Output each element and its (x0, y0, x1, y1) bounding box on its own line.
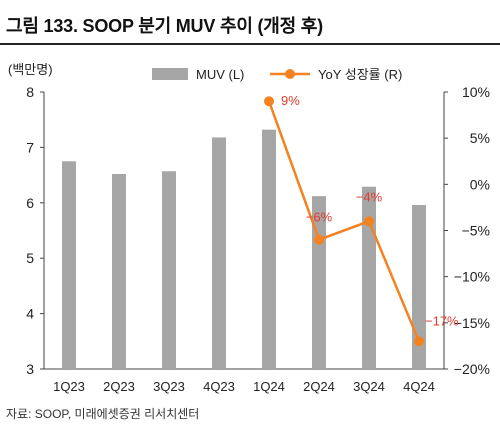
yoy-point-1q24 (264, 96, 274, 107)
x-tick-label: 3Q23 (153, 379, 185, 394)
yoy-data-label: −6% (306, 210, 333, 225)
source-note: 자료: SOOP, 미래에셋증권 리서치센터 (6, 407, 200, 421)
yoy-data-label: 9% (281, 93, 300, 108)
right-axis-tick-label: −5% (462, 223, 490, 239)
bar-4q23 (212, 137, 226, 369)
right-axis-tick-label: 5% (470, 130, 490, 146)
title-underline (0, 43, 500, 45)
left-axis-tick-label: 6 (26, 195, 34, 211)
legend-yoy-marker (285, 69, 295, 79)
right-axis-tick-label: −10% (454, 269, 490, 285)
title-bar: 그림 133. SOOP 분기 MUV 추이 (개정 후) (0, 0, 500, 45)
yoy-point-4q24 (414, 336, 424, 347)
x-tick-label: 1Q23 (53, 379, 85, 394)
left-axis-tick-label: 3 (26, 361, 34, 377)
x-tick-label: 4Q23 (203, 379, 235, 394)
yoy-data-label: −4% (356, 189, 383, 204)
yoy-line (267, 100, 421, 342)
left-axis-tick-label: 5 (26, 250, 34, 266)
x-tick-label: 3Q24 (353, 379, 385, 394)
right-axis-tick-label: 0% (470, 176, 490, 192)
legend-yoy-label: YoY 성장률 (R) (318, 67, 402, 82)
x-tick-label: 4Q24 (403, 379, 435, 394)
left-axis-unit: (백만명) (8, 62, 53, 77)
right-axis-tick-label: −20% (454, 361, 490, 377)
bar-4q24 (412, 205, 426, 369)
right-axis-tick-label: −15% (454, 315, 490, 331)
legend-muv-label: MUV (L) (196, 67, 244, 82)
bar-1q24 (262, 129, 276, 369)
legend-muv-swatch (152, 68, 188, 80)
left-axis-tick-label: 8 (26, 84, 34, 100)
left-axis-tick-label: 4 (26, 306, 34, 322)
bar-1q23 (62, 161, 76, 369)
left-axis-tick-label: 7 (26, 139, 34, 155)
bar-3q23 (162, 171, 176, 369)
x-tick-label: 1Q24 (253, 379, 285, 394)
chart-title: 그림 133. SOOP 분기 MUV 추이 (개정 후) (6, 16, 323, 36)
bar-3q24 (362, 186, 376, 369)
yoy-data-label: −17% (425, 313, 459, 328)
x-tick-label: 2Q24 (303, 379, 335, 394)
bar-2q23 (112, 173, 126, 369)
yoy-point-2q24 (314, 234, 324, 245)
yoy-point-3q24 (364, 216, 374, 227)
x-tick-label: 2Q23 (103, 379, 135, 394)
right-axis-tick-label: 10% (462, 84, 490, 100)
